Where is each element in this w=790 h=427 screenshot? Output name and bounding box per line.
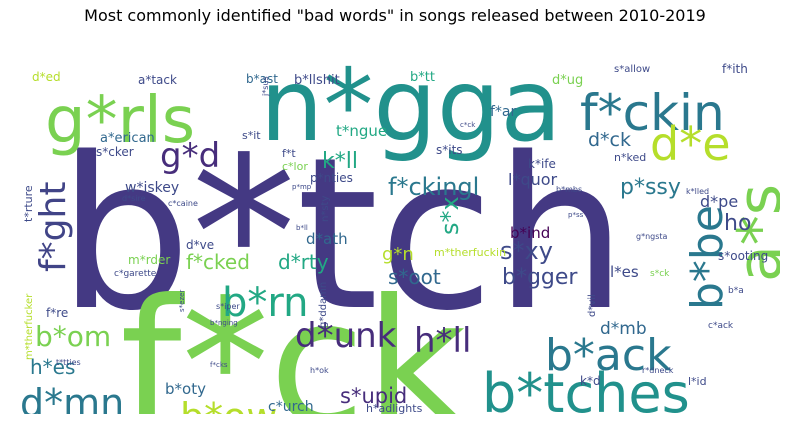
word-cloud-word: n*ked — [614, 151, 646, 164]
word-cloud: b*tch f*ck n*gga a*s g*rls b*tches f*ckin d*e b*… — [10, 32, 780, 414]
word-cloud-word: b*a — [728, 286, 744, 296]
word-cloud-word: s*oot — [388, 265, 441, 289]
word-cloud-word: g*ngsta — [636, 232, 668, 241]
word-cloud-word: a*tack — [138, 73, 177, 87]
word-cloud-word: l*es — [610, 263, 639, 281]
word-cloud-word: h*ll — [414, 321, 471, 361]
word-cloud-word: d*mn — [20, 381, 124, 414]
word-cloud-word: s*ooting — [718, 249, 768, 263]
word-cloud-word: t*rture — [22, 185, 35, 222]
word-cloud-word: m*rder — [128, 253, 170, 267]
word-cloud-word: f*t — [282, 147, 296, 160]
word-cloud-word: c*lor — [282, 160, 308, 173]
word-cloud-word: s*cker — [96, 145, 134, 159]
word-cloud-word: d*ve — [186, 238, 214, 252]
word-cloud-word: j*sus — [261, 76, 270, 97]
word-cloud-word: m*therfucker — [24, 293, 35, 360]
word-cloud-word: b*rn — [222, 280, 308, 326]
word-cloud-word: d*e — [650, 117, 731, 171]
chart-title: Most commonly identified "bad words" in … — [84, 6, 706, 25]
word-cloud-word: b*ast — [246, 72, 278, 86]
word-cloud-word: f*ck — [120, 263, 467, 414]
word-cloud-word: b*om — [35, 320, 111, 353]
word-cloud-word: s*iper — [216, 302, 240, 311]
word-cloud-word: d*sire — [122, 194, 146, 203]
word-cloud-word: f*ght — [33, 182, 74, 272]
word-cloud-word: f*re — [46, 306, 68, 320]
word-cloud-word: b*ack — [545, 330, 672, 381]
word-cloud-word: s*it — [242, 129, 261, 142]
word-cloud-word: d*ck — [588, 129, 631, 151]
word-cloud-word: b*be — [682, 205, 733, 310]
word-cloud-word: l*id — [688, 375, 707, 388]
word-cloud-word: b*tt — [410, 70, 435, 85]
word-cloud-word: s*x — [436, 196, 464, 235]
word-cloud-word: g*rls — [45, 84, 195, 158]
word-cloud-word: h*adlights — [366, 402, 423, 414]
word-cloud-word: g*ddamn — [318, 282, 329, 328]
word-cloud-word: p*mp — [292, 183, 312, 191]
word-cloud-word: k*d — [580, 374, 601, 388]
word-cloud-word: a*s — [725, 184, 780, 282]
word-cloud-word: k*ll — [322, 149, 358, 174]
word-cloud-word: t*tties — [56, 358, 81, 367]
word-cloud-word: b*nging — [210, 319, 238, 327]
word-cloud-word: s*its — [436, 143, 463, 157]
word-cloud-word: s*ezer — [178, 290, 186, 312]
word-cloud-word: p*nties — [310, 171, 353, 185]
word-cloud-word: c*ack — [708, 321, 734, 331]
word-cloud-word: d*ed — [32, 70, 61, 84]
word-cloud-word: b*ind — [510, 224, 550, 242]
word-cloud-word: b*tches — [482, 362, 690, 414]
word-cloud-word: l*quor — [508, 170, 558, 189]
word-cloud-word: f*ar — [490, 104, 517, 120]
word-cloud-word: p*ssy — [620, 175, 681, 200]
word-cloud-word: ho — [724, 211, 751, 236]
word-cloud-word: f*ckingl — [388, 173, 479, 201]
word-cloud-word: r*dneck — [642, 366, 674, 375]
word-cloud-word: d*vil — [587, 294, 598, 317]
word-cloud-word: h*es — [30, 355, 75, 379]
word-cloud-word: b*oty — [165, 380, 206, 398]
word-cloud-word: s*xy — [500, 237, 553, 265]
word-cloud-word: s*allow — [614, 64, 650, 75]
word-cloud-word: d*mb — [600, 319, 647, 339]
word-cloud-word: c*caine — [168, 199, 198, 208]
word-cloud-word: p*ss — [568, 211, 584, 219]
word-cloud-word: b*ll — [296, 224, 308, 232]
word-cloud-word: c*urch — [268, 399, 314, 414]
word-cloud-word: b*gger — [502, 265, 578, 290]
word-cloud-word: a*erican — [100, 131, 155, 146]
word-cloud-word: w*iskey — [125, 180, 179, 196]
word-cloud-word: k*lled — [686, 187, 709, 196]
word-cloud-word: b*mbs — [556, 185, 582, 194]
word-cloud-word: d*unk — [295, 316, 397, 356]
word-cloud-word: f*cked — [186, 250, 250, 274]
word-cloud-word: d*ug — [552, 73, 583, 88]
word-cloud-word: f*ith — [722, 62, 748, 76]
word-cloud-word: d*pe — [700, 192, 738, 211]
word-cloud-word: h*ok — [310, 366, 329, 375]
word-cloud-word: n*gga — [260, 47, 562, 164]
word-cloud-word: b*ckseat — [332, 412, 398, 414]
word-cloud-word: d*ath — [306, 230, 348, 248]
word-cloud-word: k*ife — [528, 157, 556, 171]
word-cloud-word: s*ck — [650, 269, 670, 279]
word-cloud-word: n*sty — [320, 196, 331, 222]
word-cloud-word: d*rty — [278, 250, 329, 274]
word-cloud-word: f*cks — [210, 361, 228, 369]
word-cloud-word: g*d — [160, 136, 220, 176]
word-cloud-word: t*ngue — [336, 122, 387, 140]
word-cloud-word: g*n — [382, 244, 414, 265]
word-cloud-word: b*tch — [58, 112, 627, 357]
word-cloud-word: b*llshit — [294, 73, 340, 88]
word-cloud-word: c*ck — [460, 121, 476, 129]
word-cloud-word: s*upid — [340, 384, 407, 408]
word-cloud-word: b*ow — [180, 395, 277, 414]
word-cloud-word: c*garette — [114, 269, 157, 279]
word-cloud-word: m*therfuckin — [434, 246, 506, 259]
word-cloud-word: f*ckin — [580, 84, 725, 142]
